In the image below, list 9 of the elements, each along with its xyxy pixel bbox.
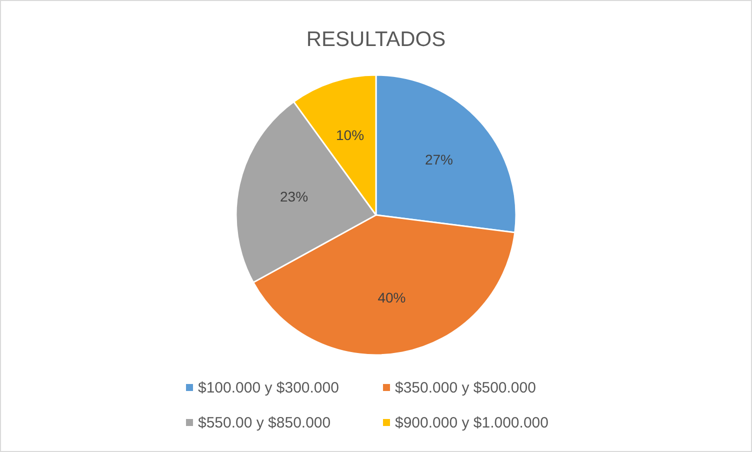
legend-label: $900.000 y $1.000.000 [395, 414, 548, 432]
data-label: 10% [336, 127, 364, 144]
legend-label: $100.000 y $300.000 [198, 380, 339, 396]
legend-label: $350.000 y $500.000 [395, 380, 536, 396]
data-label: 27% [424, 151, 454, 168]
legend-label: $550.00 y $850.000 [198, 414, 331, 432]
chart-title: RESULTADOS [306, 28, 446, 51]
data-label: 40% [378, 290, 406, 306]
data-label: 23% [280, 188, 308, 205]
